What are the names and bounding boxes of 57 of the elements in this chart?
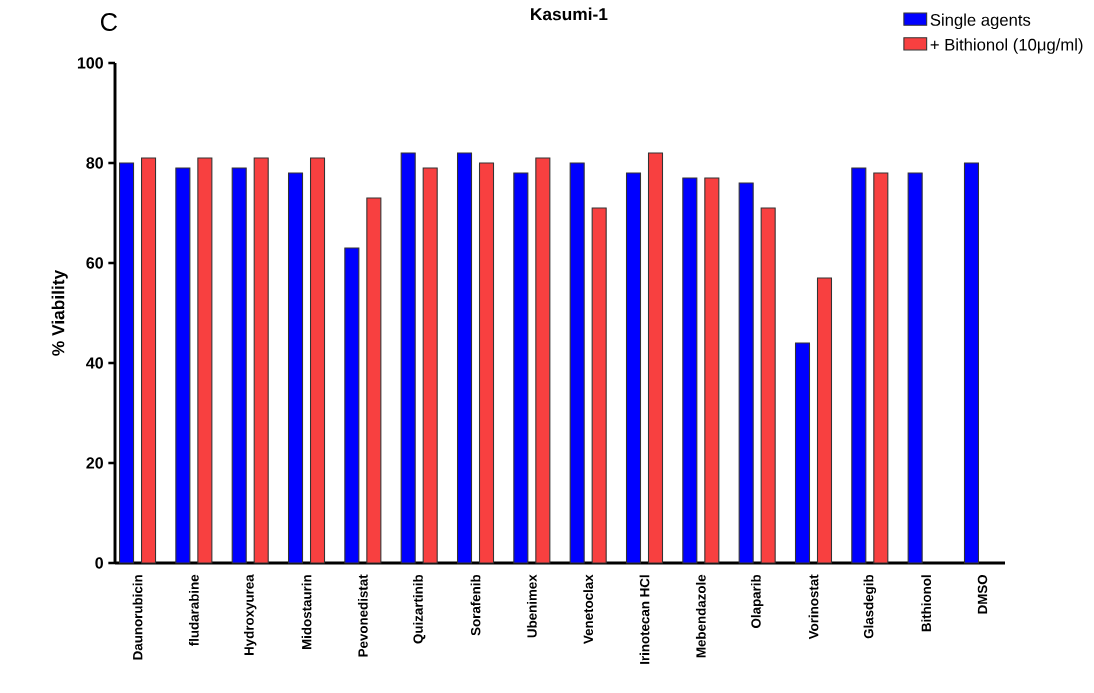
x-tick-label: fludarabine [188,574,199,647]
x-tick-label: Midostaurin [301,575,312,650]
bar [760,207,776,564]
bar [625,172,642,564]
bar [682,177,698,564]
chart-title: Kasumi-1 [531,7,608,21]
x-tick-label: DMSO [977,574,988,614]
legend-label: Single agents [930,13,1031,30]
bar [851,167,867,564]
bar [456,152,473,564]
bar [253,157,269,564]
y-tick-label: 80 [86,157,103,169]
bar [422,167,438,564]
bar [591,207,607,564]
bar [344,247,360,564]
y-tick-label: 0 [95,557,103,569]
bar [794,342,811,564]
y-tick-label: 60 [86,257,103,269]
x-tick-label: Glasdegib [863,574,877,639]
bar [309,157,326,564]
bar [647,152,664,564]
x-tick-label: Quizartinib [413,574,426,644]
y-tick-label: 20 [86,457,103,469]
x-tick-label: Bithionol [921,575,932,632]
bar [118,162,135,564]
bar [873,172,889,564]
bar [478,162,495,564]
legend-label: + Bithionol (10μg/ml) [930,38,1083,54]
bar [175,167,191,564]
bar [513,172,529,564]
x-tick-label: Venetoclax [583,574,594,644]
y-tick-label: 40 [86,357,103,369]
bar [816,277,833,564]
x-tick-label: Pevonedistat [357,574,368,657]
y-tick-label: 100 [77,57,103,69]
x-tick-label: Daunorubicin [132,575,143,660]
bar [231,167,247,564]
bar [738,182,754,564]
bar [141,157,157,564]
bar [535,157,551,564]
x-tick-label: Hydroxyurea [243,574,257,655]
x-tick-label: Ubenimex [526,574,537,638]
x-tick-label: Irinotecan HCl [639,575,650,664]
bar [569,162,585,564]
bar [366,197,382,564]
bar [907,172,923,564]
bar [963,162,980,564]
x-tick-label: Sorafenib [470,574,481,636]
bar [197,157,213,564]
text: C [100,13,118,31]
x-tick-label: Vorinostat [808,574,819,640]
x-tick-label: Mebendazole [695,574,706,658]
bar [400,152,416,564]
bar [704,177,720,564]
x-tick-label: Olaparib [750,574,764,628]
bar [287,172,304,564]
y-axis-title: % Viability [51,269,68,356]
